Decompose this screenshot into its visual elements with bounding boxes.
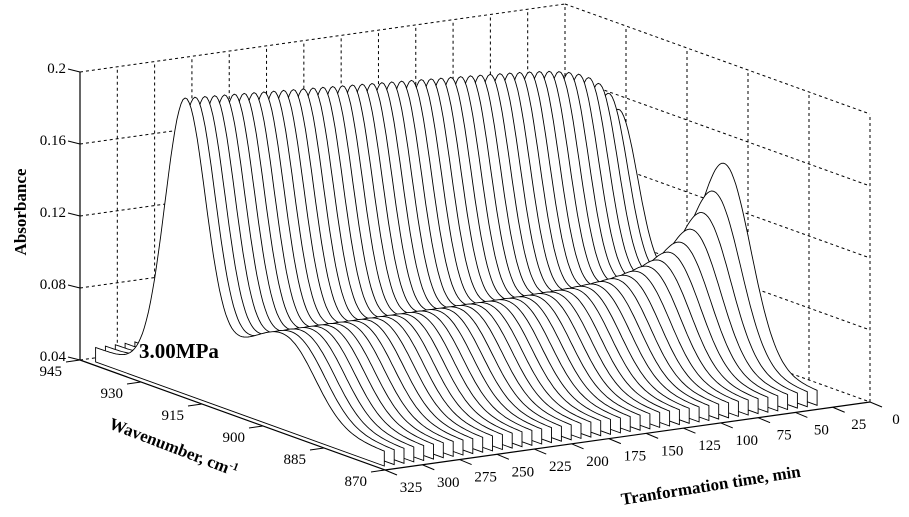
time-tick-label: 150 — [661, 443, 684, 459]
time-tick-label: 0 — [892, 412, 900, 428]
time-tick — [384, 469, 398, 476]
time-tick-label: 100 — [736, 433, 759, 449]
time-tick — [869, 401, 883, 408]
z-tick-label: 0.16 — [40, 133, 67, 149]
time-tick — [720, 422, 733, 429]
time-axis-title: Tranformation time, min — [620, 462, 803, 509]
time-tick-label: 75 — [777, 428, 792, 444]
gridline-right-wall-horizontal — [564, 3, 871, 115]
z-tick-label: 0.04 — [40, 349, 67, 365]
time-tick — [571, 443, 584, 450]
time-tick — [645, 432, 659, 439]
time-tick — [496, 453, 510, 460]
z-tick — [67, 284, 81, 289]
time-tick-label: 225 — [549, 459, 572, 475]
wavenumber-tick-label: 900 — [223, 430, 246, 446]
time-tick — [757, 417, 771, 424]
wavenumber-tick — [187, 403, 203, 407]
time-tick-label: 300 — [437, 475, 460, 491]
z-tick-label: 0.12 — [40, 205, 66, 221]
z-tick — [67, 68, 81, 73]
time-tick — [422, 464, 435, 471]
z-tick-label: 0.08 — [40, 277, 66, 293]
time-tick-label: 200 — [586, 454, 609, 470]
z-axis-title: Absorbance — [11, 168, 30, 255]
axes — [65, 68, 883, 476]
spectrum-trace — [95, 97, 385, 467]
z-tick — [67, 356, 81, 361]
wavenumber-tick-label: 930 — [101, 386, 124, 402]
time-tick — [683, 427, 696, 434]
tick-labels: 0.04 0.08 0.12 0.16 0.2 945 930 915 900 885 870 325… — [40, 61, 900, 496]
wavenumber-tick-label: 945 — [40, 364, 63, 380]
pressure-annotation: 3.00MPa — [139, 339, 219, 363]
wavenumber-tick — [126, 381, 142, 385]
wavenumber-tick-label: 915 — [162, 408, 185, 424]
time-tick — [832, 406, 845, 413]
time-tick — [795, 412, 808, 418]
time-axis-line — [384, 401, 871, 471]
time-tick-label: 250 — [512, 464, 535, 480]
time-tick-label: 50 — [814, 422, 829, 438]
gridline-left-wall-horizontal — [79, 3, 566, 73]
time-tick-label: 25 — [851, 417, 866, 433]
time-tick-label: 275 — [474, 470, 497, 486]
spectra-traces — [95, 70, 818, 467]
wavenumber-axis-title-sup: -1 — [228, 459, 241, 473]
wavenumber-tick — [248, 425, 264, 429]
wavenumber-tick-label: 870 — [345, 474, 368, 490]
gridline-right-wall-horizontal — [564, 75, 871, 187]
wavenumber-tick — [309, 447, 325, 451]
time-tick — [608, 438, 622, 445]
time-tick — [534, 448, 547, 455]
z-tick — [67, 140, 81, 145]
time-tick — [459, 459, 472, 465]
time-tick-label: 325 — [400, 480, 423, 496]
wavenumber-tick-label: 885 — [284, 452, 307, 468]
wavenumber-tick — [370, 469, 386, 473]
time-tick-label: 125 — [698, 438, 721, 454]
wavenumber-axis-line — [79, 359, 386, 471]
time-tick-label: 175 — [624, 449, 647, 465]
wavenumber-tick — [65, 359, 81, 363]
z-tick — [67, 212, 81, 217]
z-tick-label: 0.2 — [47, 61, 66, 77]
